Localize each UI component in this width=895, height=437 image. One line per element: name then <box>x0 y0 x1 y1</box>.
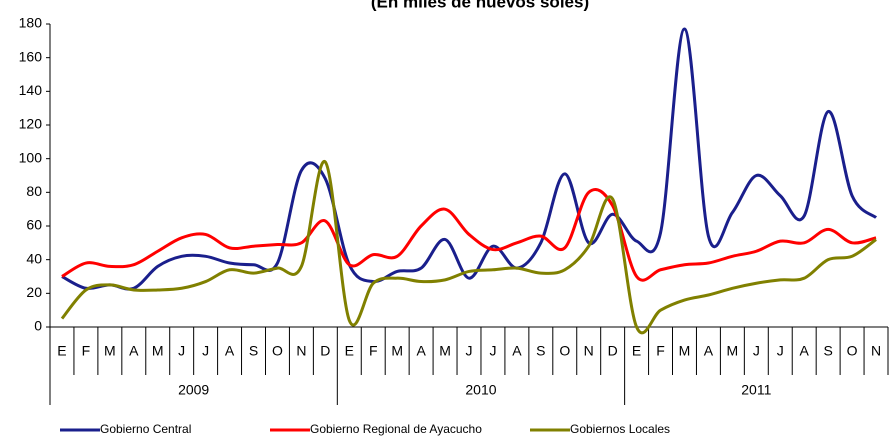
x-tick-label: M <box>391 343 403 359</box>
x-tick-label: D <box>320 343 330 359</box>
year-label: 2009 <box>178 382 209 398</box>
x-tick-label: J <box>178 343 185 359</box>
x-tick-label: E <box>57 343 66 359</box>
x-tick-label: J <box>753 343 760 359</box>
x-tick-label: M <box>727 343 739 359</box>
x-tick-label: O <box>847 343 858 359</box>
x-tick-label: M <box>439 343 451 359</box>
y-tick-label: 60 <box>26 217 42 233</box>
x-tick-label: O <box>559 343 570 359</box>
y-tick-label: 40 <box>26 250 42 266</box>
y-tick-label: 20 <box>26 284 42 300</box>
legend-label: Gobierno Central <box>100 422 191 436</box>
x-tick-label: M <box>152 343 164 359</box>
y-tick-label: 100 <box>19 149 43 165</box>
x-tick-label: A <box>800 343 810 359</box>
y-tick-label: 140 <box>19 82 43 98</box>
x-tick-label: M <box>104 343 116 359</box>
x-tick-label: A <box>512 343 522 359</box>
x-tick-label: J <box>466 343 473 359</box>
series-line <box>60 160 877 335</box>
x-tick-label: S <box>823 343 832 359</box>
legend-label: Gobierno Regional de Ayacucho <box>310 422 482 436</box>
x-tick-label: N <box>296 343 306 359</box>
x-tick-label: D <box>608 343 618 359</box>
x-tick-label: F <box>656 343 665 359</box>
year-label: 2011 <box>741 382 771 398</box>
x-tick-label: J <box>777 343 784 359</box>
y-tick-label: 0 <box>34 318 42 334</box>
x-tick-label: M <box>679 343 691 359</box>
year-label: 2010 <box>465 382 496 398</box>
legend-label: Gobiernos Locales <box>570 422 670 436</box>
x-tick-label: J <box>489 343 496 359</box>
x-tick-label: A <box>129 343 139 359</box>
x-tick-label: E <box>632 343 641 359</box>
y-tick-label: 160 <box>19 48 43 64</box>
x-tick-label: A <box>704 343 714 359</box>
x-tick-label: S <box>536 343 545 359</box>
x-tick-label: A <box>225 343 235 359</box>
x-tick-label: O <box>272 343 283 359</box>
series-line <box>61 27 878 291</box>
x-tick-label: N <box>871 343 881 359</box>
x-tick-label: E <box>345 343 354 359</box>
y-tick-label: 120 <box>19 116 43 132</box>
x-tick-label: S <box>249 343 258 359</box>
x-tick-label: A <box>416 343 426 359</box>
series-line <box>61 188 877 282</box>
x-tick-label: N <box>584 343 594 359</box>
x-tick-label: F <box>369 343 378 359</box>
chart-title: (En miles de nuevos soles) <box>371 0 589 11</box>
x-tick-label: F <box>82 343 91 359</box>
y-tick-label: 80 <box>26 183 42 199</box>
y-tick-label: 180 <box>19 15 43 31</box>
x-tick-label: J <box>202 343 209 359</box>
